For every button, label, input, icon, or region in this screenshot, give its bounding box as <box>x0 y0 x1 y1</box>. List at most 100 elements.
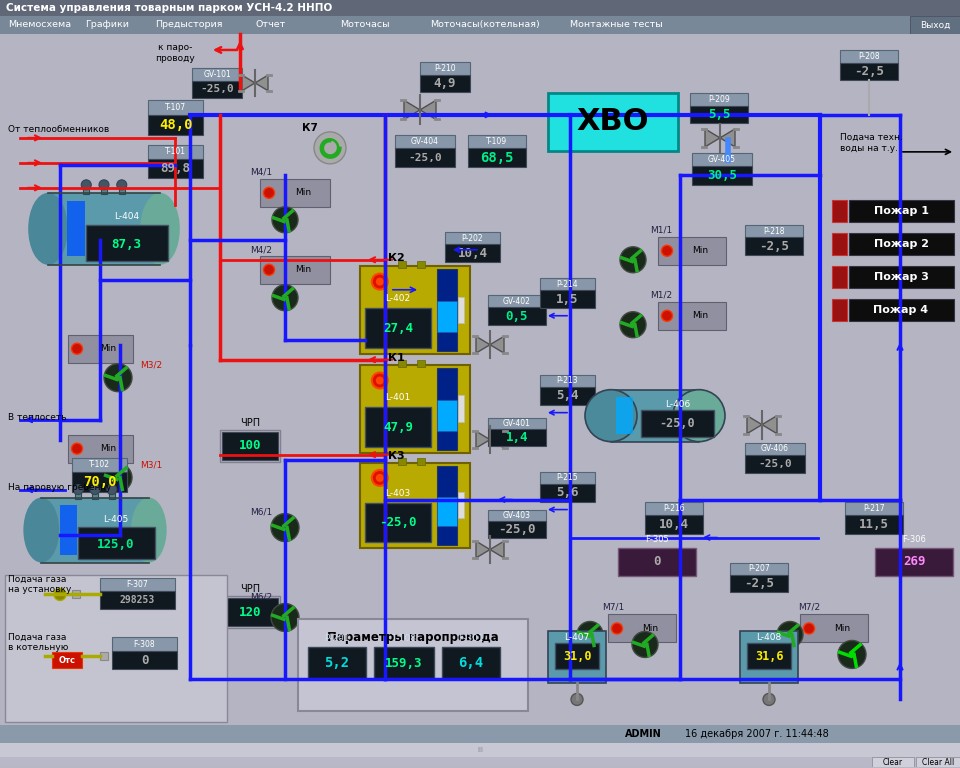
Bar <box>72 591 80 598</box>
Bar <box>458 296 464 323</box>
Text: T-101: T-101 <box>165 147 186 157</box>
Ellipse shape <box>23 498 60 562</box>
Bar <box>365 503 431 542</box>
Text: P-207: P-207 <box>748 564 770 574</box>
Bar <box>641 410 714 438</box>
Circle shape <box>115 375 121 380</box>
Bar <box>745 442 805 455</box>
Bar <box>615 398 633 434</box>
Bar <box>832 200 847 222</box>
Text: P-214: P-214 <box>557 280 578 289</box>
Text: F-307: F-307 <box>127 580 149 589</box>
Bar <box>0 743 960 757</box>
Bar <box>437 368 457 449</box>
Text: 89,8: 89,8 <box>160 162 190 175</box>
Text: Min: Min <box>100 444 116 453</box>
Bar <box>148 100 203 114</box>
Circle shape <box>375 474 384 482</box>
Bar <box>420 62 470 74</box>
Circle shape <box>104 464 132 492</box>
Bar <box>730 575 788 592</box>
Text: III: III <box>477 747 483 753</box>
Bar <box>101 185 107 194</box>
Bar <box>747 644 791 670</box>
Bar <box>365 308 431 349</box>
Text: Min: Min <box>692 247 708 255</box>
Bar <box>692 153 752 167</box>
Circle shape <box>804 623 814 634</box>
Bar <box>0 16 960 34</box>
Text: Подача газа
в котельную: Подача газа в котельную <box>8 633 68 652</box>
Text: 10,4: 10,4 <box>659 518 689 531</box>
Text: 120: 120 <box>239 606 261 619</box>
Text: Min: Min <box>296 265 311 274</box>
Bar <box>374 647 434 680</box>
Bar <box>260 179 330 207</box>
Bar <box>488 510 546 521</box>
Bar <box>52 653 82 668</box>
Text: Отс: Отс <box>59 656 76 665</box>
Text: 125,0: 125,0 <box>97 538 134 551</box>
Circle shape <box>777 621 803 647</box>
Bar <box>417 261 424 268</box>
Bar <box>220 429 280 462</box>
Bar <box>86 225 168 261</box>
Bar <box>148 114 203 135</box>
Bar <box>540 290 595 308</box>
Text: 5,6: 5,6 <box>556 486 579 499</box>
Text: В теплосеть: В теплосеть <box>8 413 66 422</box>
Bar <box>100 591 175 610</box>
Circle shape <box>73 485 84 495</box>
Text: Clear: Clear <box>883 758 903 767</box>
Bar <box>437 301 457 332</box>
Polygon shape <box>705 129 735 147</box>
Bar <box>690 105 748 123</box>
Text: GV-101: GV-101 <box>204 70 230 79</box>
Bar <box>468 135 526 148</box>
Text: 47,9: 47,9 <box>383 421 413 434</box>
Text: Моточасы(котельная): Моточасы(котельная) <box>430 21 540 29</box>
Bar <box>730 562 788 575</box>
Circle shape <box>375 277 384 286</box>
Text: L-403: L-403 <box>385 489 411 498</box>
Bar <box>608 614 676 643</box>
Text: 16 декабря 2007 г. 11:44:48: 16 декабря 2007 г. 11:44:48 <box>685 730 828 740</box>
Bar <box>845 515 903 534</box>
Text: Подача газа
на установку: Подача газа на установку <box>8 574 71 594</box>
Bar <box>548 631 606 684</box>
Bar <box>75 489 82 498</box>
Text: 1,5: 1,5 <box>556 293 579 306</box>
Text: К1: К1 <box>388 353 405 362</box>
Circle shape <box>661 245 673 257</box>
Text: 0,5: 0,5 <box>506 310 528 323</box>
Text: -25,0: -25,0 <box>408 153 442 163</box>
Bar <box>555 644 599 670</box>
Bar <box>5 574 227 723</box>
Circle shape <box>82 180 91 190</box>
Text: 0: 0 <box>141 654 148 667</box>
Text: Пожар 4: Пожар 4 <box>874 305 928 315</box>
Text: М3/1: М3/1 <box>140 460 162 469</box>
Circle shape <box>282 295 288 300</box>
Circle shape <box>282 217 288 223</box>
Text: 269: 269 <box>902 555 925 568</box>
Circle shape <box>263 264 275 275</box>
Circle shape <box>631 257 636 263</box>
Polygon shape <box>476 336 504 353</box>
Text: -2,5: -2,5 <box>759 240 789 253</box>
Bar <box>360 462 470 548</box>
Text: ЧРП: ЧРП <box>240 584 260 594</box>
Bar <box>458 396 464 422</box>
Text: Монтажные тесты: Монтажные тесты <box>570 21 662 29</box>
Bar <box>488 521 546 538</box>
Text: Графики: Графики <box>85 21 129 29</box>
Bar <box>849 200 954 222</box>
Bar <box>645 515 703 534</box>
Circle shape <box>314 132 346 164</box>
Text: 5,4: 5,4 <box>556 389 579 402</box>
Circle shape <box>577 621 603 647</box>
Bar <box>445 244 500 262</box>
Bar <box>690 93 748 105</box>
Bar <box>832 299 847 321</box>
Bar <box>540 278 595 290</box>
